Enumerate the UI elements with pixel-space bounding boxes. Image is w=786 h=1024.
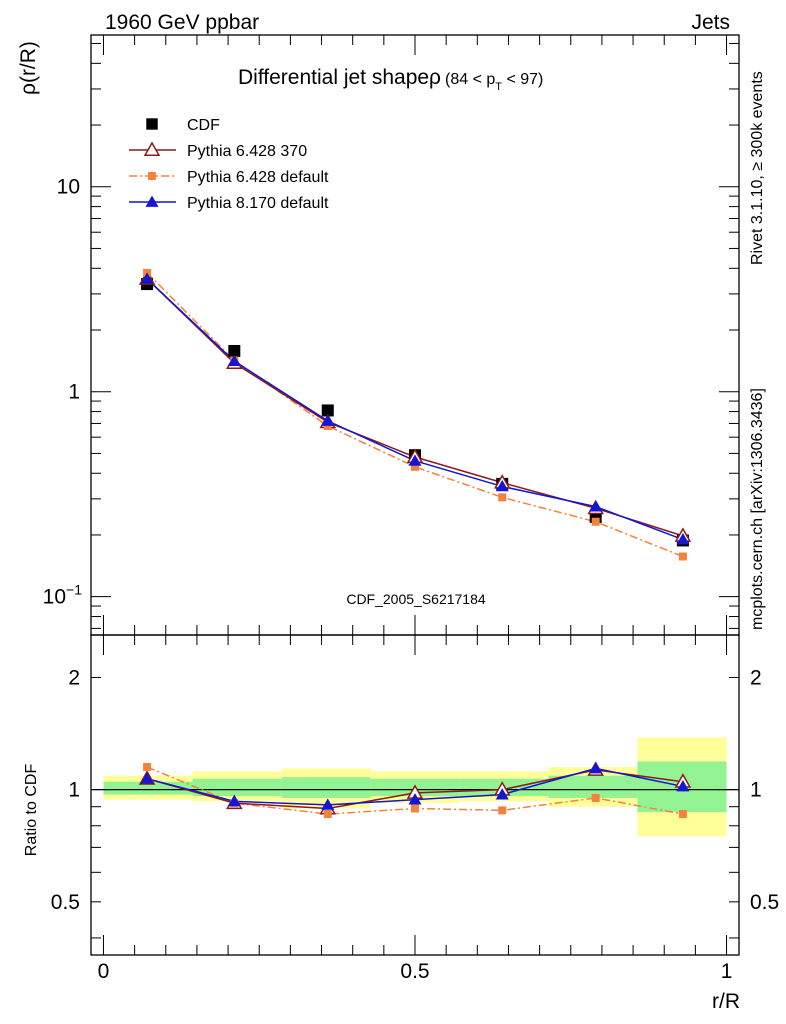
ratio-py6_default-point (143, 763, 152, 772)
header-process: Jets (691, 11, 730, 34)
main-py8_default-point (321, 414, 335, 426)
watermark: CDF_2005_S6217184 (346, 591, 486, 607)
source-label: mcplots.cern.ch [arXiv:1306.3436] (749, 388, 766, 630)
x-tick-label: 0.5 (400, 960, 429, 983)
ratio-y-tick-label: 2 (68, 666, 80, 689)
main-y-tick-label: 10 (57, 176, 80, 199)
ratio-py8_default-point (676, 779, 690, 792)
main-cdf-point (321, 404, 334, 417)
ratio-py8_default-point (321, 798, 335, 810)
ratio-py6_default-point (323, 810, 332, 819)
ratio-y-tick-label: 0.5 (51, 891, 80, 914)
ratio-y-tick-labels: 0.5 0.5 1 1 2 2 (51, 666, 779, 913)
main-title: Differential jet shapeρ (84 < pT < 97) (238, 66, 543, 93)
legend-py6_default-label: Pythia 6.428 default (187, 169, 329, 186)
ratio-y-tick-label-right: 0.5 (750, 891, 779, 914)
main-py8_default-point (495, 479, 509, 492)
main-cdf-point (228, 344, 241, 357)
ratio-y-tick-label-right: 1 (750, 779, 762, 802)
ratio-plot-series (138, 761, 692, 819)
legend: CDF Pythia 6.428 370 Pythia 6.428 default P… (129, 117, 329, 212)
main-py8_default-point (589, 500, 603, 512)
ratio-y-tick-label-right: 2 (750, 666, 762, 689)
legend-cdf-label: CDF (187, 117, 220, 134)
legend-py8_default-marker (145, 195, 159, 207)
main-y-label: ρ(r/R) (17, 41, 40, 95)
main-py8_default-point (676, 533, 690, 545)
ratio-py6_default-point (591, 793, 600, 802)
ratio-py6_default-point (498, 806, 507, 815)
header-energy: 1960 GeV ppbar (105, 11, 259, 34)
main-cdf-point (589, 510, 602, 523)
axis-ticks (91, 35, 739, 955)
main-y-tick-label: 10−1 (43, 582, 83, 609)
main-py6_default-point (591, 517, 600, 526)
x-tick-label: 1 (721, 960, 733, 983)
main-py8_default-line (146, 278, 684, 541)
ratio-py8_default-point (589, 761, 603, 774)
x-tick-label: 0 (98, 960, 110, 983)
ratio-py8_default-point (408, 793, 422, 805)
ratio-py6_default-point (411, 804, 419, 813)
main-plot-series (138, 268, 692, 561)
legend-py6_default-marker (148, 172, 156, 180)
x-tick-labels: 0 0.5 1 (98, 960, 733, 983)
ratio-y-label: Ratio to CDF (23, 764, 40, 857)
main-py6_370-line (146, 278, 684, 537)
main-py8_default-point (408, 454, 422, 466)
main-py8_default-point (140, 272, 154, 284)
ratio-py8_default-point (495, 788, 509, 800)
main-py8_default-point (227, 354, 241, 366)
rivet-label: Rivet 3.1.10, ≥ 300k events (749, 71, 766, 265)
main-py6_default-point (323, 422, 332, 431)
main-y-tick-label: 1 (68, 381, 80, 404)
main-y-tick-labels: 10−1 1 10 (43, 176, 83, 609)
main-py6_default-point (411, 462, 419, 471)
legend-py6_370-label: Pythia 6.428 370 (187, 143, 307, 160)
ratio-py6_default-point (678, 810, 687, 819)
band-inner-bin (281, 777, 371, 798)
legend-py8_default-label: Pythia 8.170 default (187, 195, 329, 212)
band-inner-bin (192, 778, 282, 797)
ratio-y-tick-label: 1 (68, 779, 80, 802)
x-axis-label: r/R (712, 990, 740, 1013)
band-inner-bin (548, 775, 638, 798)
main-py6_default-point (678, 552, 687, 561)
legend-py6_370-marker (143, 141, 161, 156)
ratio-py8_default-point (140, 772, 154, 784)
legend-cdf-marker (146, 118, 158, 130)
main-py6_default-point (498, 493, 507, 502)
ratio-py8_default-point (227, 794, 241, 807)
